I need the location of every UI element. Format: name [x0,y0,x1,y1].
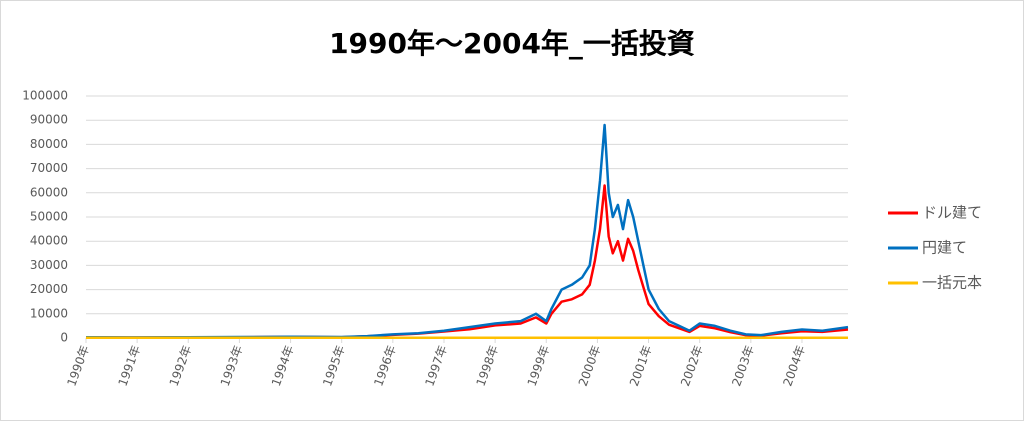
y-tick-label: 30000 [30,258,68,272]
chart-title: 1990年～2004年_一括投資 [329,27,695,60]
y-tick-label: 0 [60,331,68,345]
y-tick-label: 90000 [30,113,68,127]
legend-label: ドル建て [922,204,982,222]
y-tick-label: 80000 [30,137,68,151]
series-line [85,123,849,339]
y-tick-label: 10000 [30,306,68,320]
y-tick-label: 70000 [30,161,68,175]
y-tick-label: 20000 [30,282,68,296]
y-tick-label: 50000 [30,210,68,224]
legend-label: 一括元本 [922,274,982,292]
y-tick-label: 40000 [30,234,68,248]
y-tick-label: 100000 [22,89,68,103]
y-tick-label: 60000 [30,185,68,199]
legend-label: 円建て [922,239,967,257]
